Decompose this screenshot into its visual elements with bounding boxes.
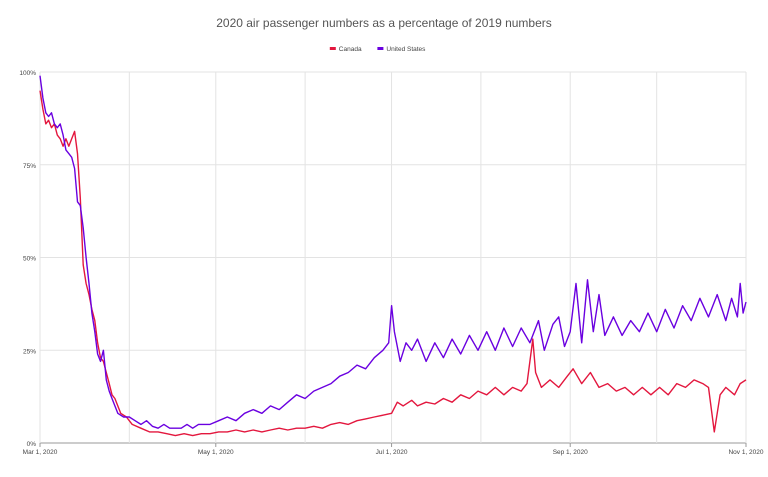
series-line-canada [39,90,747,437]
y-axis: 0% 25% 50% 75% 100% [19,70,36,448]
legend-swatch-united-states [377,47,384,50]
series-line-united-states [39,75,747,429]
legend-label-canada: Canada [339,46,362,53]
legend-swatch-canada [329,47,336,50]
chart-title: 2020 air passenger numbers as a percenta… [216,16,552,30]
y-tick-label: 100% [19,70,36,77]
series-layer [39,75,747,437]
gridlines [39,71,747,444]
x-tick-label: Mar 1, 2020 [23,449,58,456]
x-tick-label: Jul 1, 2020 [376,449,408,456]
legend: Canada United States [329,46,426,53]
x-tick-label: Sep 1, 2020 [553,449,588,456]
x-tick-label: Nov 1, 2020 [728,449,763,456]
y-tick-label: 25% [23,348,36,355]
x-axis: Mar 1, 2020 May 1, 2020 Jul 1, 2020 Sep 1, … [23,443,764,456]
y-tick-label: 50% [23,256,36,263]
legend-label-united-states: United States [386,46,426,53]
y-tick-label: 75% [23,163,36,170]
x-tick-label: May 1, 2020 [198,449,234,456]
y-tick-label: 0% [27,441,37,448]
